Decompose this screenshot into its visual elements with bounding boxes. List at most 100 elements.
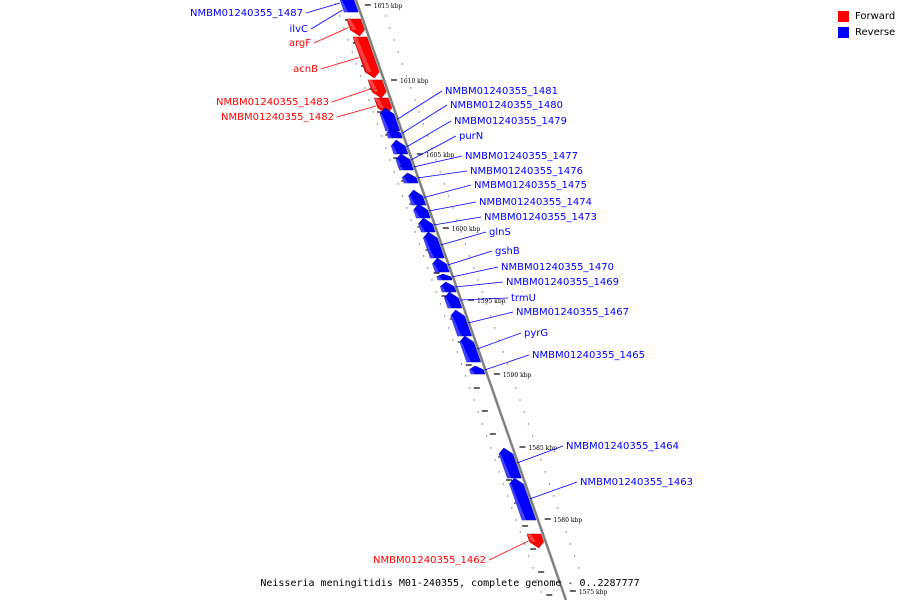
guide-dot	[460, 231, 462, 233]
gene-leader-line	[313, 27, 349, 44]
legend-swatch-forward	[838, 10, 849, 22]
guide-dot	[557, 507, 559, 509]
gene-leader-line	[410, 135, 457, 161]
gene-leader-line	[477, 332, 522, 350]
gene-arrow-highlight	[421, 238, 435, 258]
gene-leader-line	[516, 445, 564, 464]
gene-label: trmU	[511, 293, 536, 304]
gene-arrow-highlight	[393, 159, 403, 166]
guide-dot	[456, 351, 458, 353]
guide-dot	[376, 123, 379, 125]
gene-arrow-highlight	[411, 210, 421, 218]
gene-arrow	[509, 477, 537, 521]
guide-dot	[473, 267, 475, 269]
gene-arrow	[436, 273, 453, 281]
guide-dot	[531, 435, 534, 437]
legend-label-reverse: Reverse	[855, 26, 896, 38]
gene-label: purN	[459, 131, 483, 142]
gene-leader-line	[424, 184, 472, 198]
guide-dot	[431, 279, 433, 281]
gene-leader-line	[331, 88, 371, 103]
gene-arrow-highlight	[337, 0, 349, 12]
gene-arrow-highlight	[377, 114, 390, 131]
guide-dot	[418, 243, 421, 245]
guide-dot	[540, 591, 542, 593]
tick-label: 1605 kbp	[426, 152, 455, 159]
guide-dot	[515, 519, 517, 521]
legend: Forward Reverse	[838, 8, 895, 40]
gene-leader-line	[529, 481, 578, 500]
guide-dot	[477, 411, 479, 413]
legend-item-reverse: Reverse	[838, 24, 895, 40]
gene-label: NMBM01240355_1462	[373, 555, 486, 566]
gene-label: NMBM01240355_1465	[532, 350, 645, 361]
guide-dot	[498, 471, 500, 473]
legend-item-forward: Forward	[838, 8, 895, 24]
guide-dot	[511, 507, 513, 509]
guide-dot	[406, 207, 408, 209]
gene-arrow	[459, 335, 482, 363]
gene-arrow-highlight	[507, 484, 526, 520]
guide-dot	[372, 111, 374, 113]
genome-range: 0..2287777	[579, 578, 640, 589]
guide-dot	[389, 159, 391, 161]
gene-arrow	[444, 291, 463, 309]
guide-dot	[498, 339, 500, 341]
guide-dot	[338, 15, 341, 17]
gene-arrow-highlight	[496, 454, 512, 478]
guide-dot	[527, 423, 530, 425]
gene-leader-line	[406, 120, 452, 148]
gene-labels: NMBM01240355_1487 ilvC argF acnB NMBM0124035…	[190, 2, 693, 566]
gene-label: NMBM01240355_1482	[221, 112, 334, 123]
guide-dot	[418, 111, 420, 113]
gene-arrow	[401, 172, 419, 184]
gene-label: argF	[289, 38, 311, 49]
gene-leader-line	[413, 155, 463, 168]
caption-separator: -	[561, 578, 580, 589]
guide-dot	[452, 207, 454, 209]
guide-dot	[368, 99, 370, 101]
tick-label: 1590 kbp	[503, 372, 532, 379]
gene-arrow	[352, 36, 380, 79]
guide-dot	[347, 39, 349, 41]
guide-dot	[578, 567, 580, 569]
guide-dot	[435, 159, 437, 161]
dotted-guide-lines	[334, 3, 588, 593]
guide-dot	[385, 147, 387, 149]
gene-arrow-highlight	[368, 80, 379, 92]
gene-arrow-highlight	[352, 37, 372, 72]
gene-leader-line	[488, 540, 529, 561]
gene-label: glnS	[489, 227, 511, 238]
genome-caption: Neisseria meningitidis M01-240355, compl…	[0, 578, 900, 589]
gene-label: NMBM01240355_1464	[566, 441, 679, 452]
guide-dot	[456, 219, 458, 221]
gene-label: NMBM01240355_1477	[465, 151, 578, 162]
gene-arrow-highlight	[442, 298, 452, 308]
guide-dot	[435, 291, 437, 293]
guide-dot	[422, 123, 425, 125]
gene-label: NMBM01240355_1475	[474, 180, 587, 191]
guide-dot	[414, 231, 416, 233]
gene-leader-line	[401, 104, 448, 134]
guide-dot	[502, 351, 504, 353]
gene-arrow-highlight	[389, 146, 398, 154]
gene-label: ilvC	[290, 24, 308, 35]
gene-arrow	[367, 79, 387, 99]
guide-dot	[397, 51, 399, 53]
gene-arrow	[339, 0, 359, 13]
guide-dot	[502, 483, 505, 485]
gene-label: NMBM01240355_1481	[445, 86, 558, 97]
guide-dot	[573, 555, 576, 557]
guide-dot	[523, 411, 525, 413]
gene-leader-line	[459, 297, 509, 301]
guide-dot	[473, 399, 475, 401]
gene-label: NMBM01240355_1467	[516, 307, 629, 318]
guide-dot	[532, 567, 534, 569]
guide-dot	[439, 303, 442, 305]
gene-leader-line	[417, 170, 468, 179]
gene-label: NMBM01240355_1470	[501, 262, 614, 273]
gene-arrow-highlight	[438, 286, 447, 292]
guide-dot	[494, 459, 496, 461]
guide-dot	[506, 363, 509, 365]
gene-label: NMBM01240355_1487	[190, 8, 303, 19]
